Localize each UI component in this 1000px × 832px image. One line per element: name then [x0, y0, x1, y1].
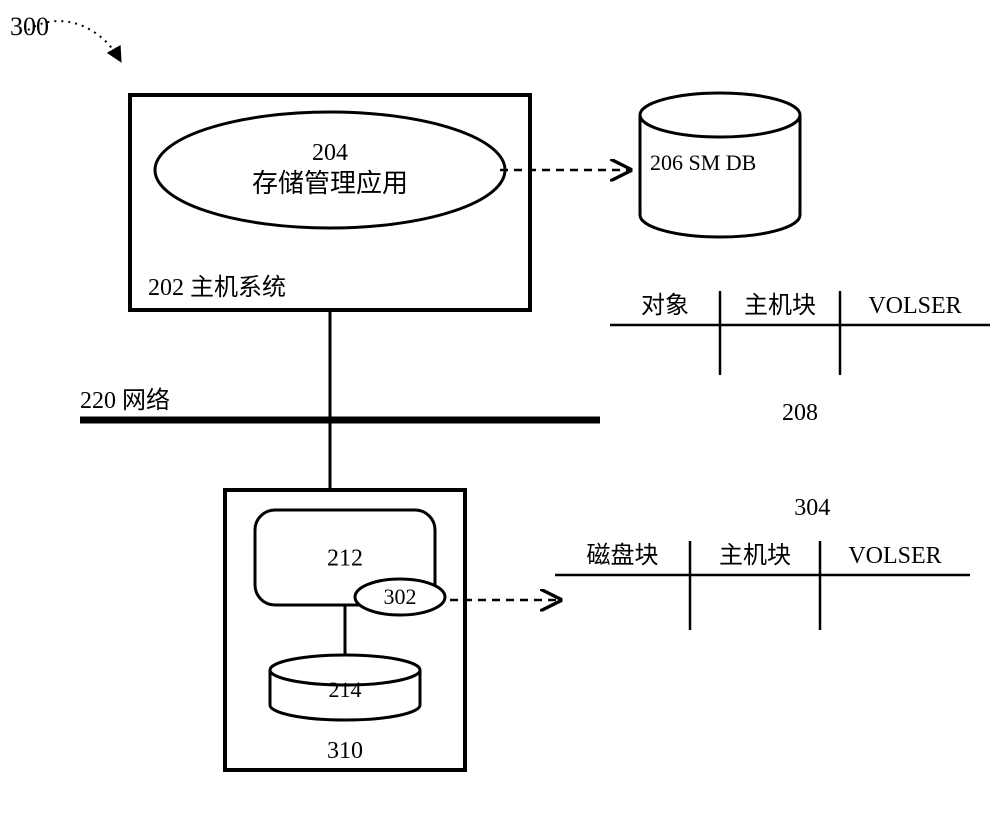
svg-text:主机块: 主机块	[744, 292, 816, 319]
svg-text:204: 204	[312, 140, 348, 166]
svg-text:214: 214	[329, 677, 362, 702]
svg-text:206 SM DB: 206 SM DB	[650, 150, 756, 175]
svg-text:VOLSER: VOLSER	[868, 293, 961, 319]
svg-text:304: 304	[794, 495, 830, 521]
svg-text:302: 302	[384, 584, 417, 609]
svg-text:208: 208	[782, 400, 818, 426]
svg-text:300: 300	[10, 12, 49, 41]
svg-text:220 网络: 220 网络	[80, 387, 170, 414]
svg-text:VOLSER: VOLSER	[848, 543, 941, 569]
svg-text:310: 310	[327, 738, 363, 764]
svg-text:磁盘块: 磁盘块	[587, 542, 659, 569]
svg-text:存储管理应用: 存储管理应用	[252, 169, 408, 198]
svg-text:212: 212	[327, 546, 363, 572]
svg-text:202 主机系统: 202 主机系统	[148, 274, 286, 301]
svg-text:对象: 对象	[641, 292, 689, 319]
svg-text:主机块: 主机块	[719, 542, 791, 569]
